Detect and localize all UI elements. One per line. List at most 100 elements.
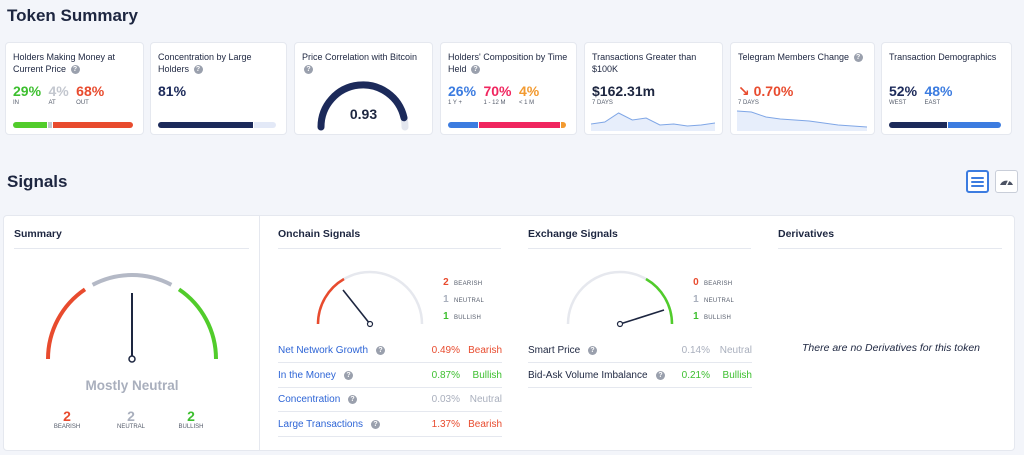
signal-name-link[interactable]: Large Transactions <box>278 418 364 430</box>
metric-card-transaction-demographics[interactable]: Transaction Demographics 52% WEST 48% EAST <box>881 42 1012 135</box>
bar-segment <box>561 122 566 128</box>
metric-title: Concentration by Large Holders <box>158 52 252 74</box>
transactions-sparkline <box>591 112 715 131</box>
signal-name-link[interactable]: Bid-Ask Volume Imbalance <box>528 369 648 381</box>
question-icon[interactable]: ? <box>471 64 481 74</box>
metric-card-concentration[interactable]: Concentration by Large Holders ? 81% <box>150 42 287 135</box>
metric-label-west: WEST <box>889 100 907 106</box>
distribution-bar <box>13 122 133 128</box>
gauge-needle-pivot <box>128 355 136 363</box>
metric-value-in: 29% <box>13 83 42 99</box>
signal-sentiment: Bearish <box>468 418 502 430</box>
signal-percent: 0.21% <box>681 369 710 381</box>
signal-name-link[interactable]: Smart Price <box>528 345 581 356</box>
bar-segment <box>448 122 479 128</box>
onchain-gauge <box>316 270 424 328</box>
question-icon[interactable]: ? <box>371 419 380 429</box>
concentration-bar <box>158 122 276 128</box>
signal-name-link[interactable]: Concentration <box>278 394 341 405</box>
metric-card-holders-making-money[interactable]: Holders Making Money at Current Price ? … <box>5 42 144 135</box>
correlation-value: 0.93 <box>349 106 378 122</box>
metric-value: 81% <box>158 83 187 99</box>
exchange-legend: 0 BEARISH 1 NEUTRAL 1 BULLISH <box>692 274 734 325</box>
metric-label-at: AT <box>48 100 56 106</box>
metric-value-1-12m: 70% <box>483 83 512 99</box>
summary-bearish-count: 2 BEARISH <box>44 408 90 430</box>
metric-label-1y: 1 Y + <box>448 100 462 106</box>
metric-title: Telegram Members Change <box>738 52 850 62</box>
exchange-signals-section: Exchange Signals 0 BEARISH 1 NEUTRAL 1 BULL… <box>518 216 763 450</box>
signal-name-link[interactable]: Net Network Growth <box>278 345 369 356</box>
metric-value-at: 4% <box>48 83 69 99</box>
signal-sentiment: Neutral <box>469 394 502 405</box>
signal-sentiment: Bullish <box>472 369 502 381</box>
legend-bullish-label: BULLISH <box>454 315 482 321</box>
signal-row[interactable]: Smart Price? 0.14% Neutral <box>528 339 752 363</box>
metric-title: Holders Making Money at Current Price <box>13 52 116 74</box>
summary-neutral-count: 2 NEUTRAL <box>108 408 154 430</box>
metric-value-out: 68% <box>76 83 105 99</box>
divider <box>14 248 249 249</box>
bar-segment <box>253 122 276 128</box>
metric-value-west: 52% <box>889 83 918 99</box>
gauge-view-button[interactable] <box>995 170 1018 193</box>
question-icon[interactable]: ? <box>656 370 665 380</box>
telegram-sparkline <box>737 110 867 131</box>
gauge-needle-pivot <box>366 320 374 328</box>
question-icon[interactable]: ? <box>304 64 313 74</box>
signal-row[interactable]: Concentration? 0.03% Neutral <box>278 388 502 412</box>
question-icon[interactable]: ? <box>853 53 863 63</box>
signal-row[interactable]: Large Transactions? 1.37% Bearish <box>278 413 502 437</box>
metric-label-1-12m: 1 - 12 M <box>483 100 506 106</box>
legend-bullish-label: BULLISH <box>704 315 732 321</box>
metric-card-holders-composition[interactable]: Holders' Composition by Time Held ? 26% 1… <box>440 42 577 135</box>
bar-segment <box>889 122 947 128</box>
demographics-bar <box>889 122 1001 128</box>
metric-card-large-transactions[interactable]: Transactions Greater than $100K $162.31m… <box>584 42 723 135</box>
bar-segment <box>48 122 52 128</box>
onchain-legend: 2 BEARISH 1 NEUTRAL 1 BULLISH <box>442 274 484 325</box>
divider <box>278 248 501 249</box>
exchange-gauge <box>566 270 674 328</box>
summary-verdict: Mostly Neutral <box>85 378 179 393</box>
signal-sentiment: Bearish <box>468 345 502 356</box>
summary-count-value: 2 <box>63 408 71 424</box>
summary-count-value: 2 <box>187 408 195 424</box>
signals-panel: Summary Mostly Neutral 2 BEARISH 2 NEUTR… <box>3 215 1015 451</box>
signal-name-link[interactable]: In the Money <box>278 369 336 381</box>
metric-card-telegram[interactable]: Telegram Members Change ? ↘ 0.70% 7 DAYS <box>730 42 875 135</box>
metric-title: Transaction Demographics <box>889 52 997 62</box>
question-icon[interactable]: ? <box>344 370 353 380</box>
signal-row[interactable]: In the Money? 0.87% Bullish <box>278 364 502 388</box>
summary-count-label: BEARISH <box>53 424 81 430</box>
question-icon[interactable]: ? <box>588 346 597 355</box>
bar-segment <box>158 122 253 128</box>
summary-title: Summary <box>14 228 62 240</box>
bar-segment <box>479 122 561 128</box>
legend-bearish-label: BEARISH <box>704 281 733 287</box>
metric-card-price-correlation[interactable]: Price Correlation with Bitcoin ? 0.93 <box>294 42 433 135</box>
arrow-down-right-icon: ↘ <box>738 83 750 99</box>
question-icon[interactable]: ? <box>376 346 385 355</box>
question-icon[interactable]: ? <box>193 64 203 74</box>
metric-value: $162.31m <box>592 83 656 99</box>
bar-segment <box>13 122 48 128</box>
summary-count-label: BULLISH <box>178 424 204 430</box>
bar-segment <box>52 122 133 128</box>
question-icon[interactable]: ? <box>348 395 357 404</box>
legend-bearish-label: BEARISH <box>454 281 483 287</box>
signal-percent: 0.03% <box>431 394 460 405</box>
metric-period: 7 DAYS <box>592 100 613 106</box>
divider <box>778 248 1002 249</box>
signal-row[interactable]: Net Network Growth? 0.49% Bearish <box>278 339 502 363</box>
token-summary-title: Token Summary <box>7 6 139 25</box>
legend-neutral-count: 1 <box>443 294 449 305</box>
list-view-button[interactable] <box>966 170 989 193</box>
gauge-needle <box>619 309 665 325</box>
question-icon[interactable]: ? <box>70 64 80 74</box>
legend-neutral-count: 1 <box>693 294 699 305</box>
signal-percent: 0.87% <box>431 369 460 381</box>
signal-percent: 0.49% <box>431 345 460 356</box>
metric-label-east: EAST <box>924 100 941 106</box>
signal-row[interactable]: Bid-Ask Volume Imbalance? 0.21% Bullish <box>528 364 752 388</box>
